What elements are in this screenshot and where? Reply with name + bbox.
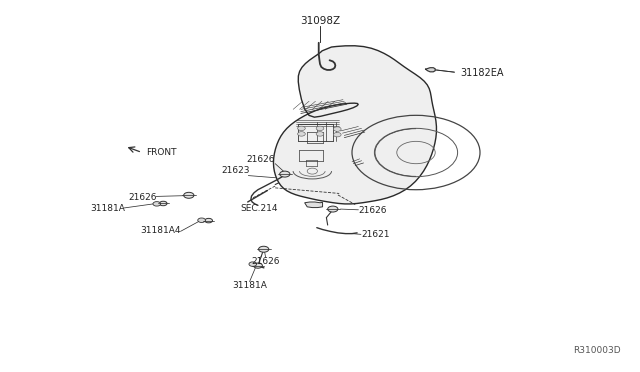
Circle shape bbox=[153, 202, 161, 206]
Text: 21623: 21623 bbox=[221, 166, 250, 175]
Circle shape bbox=[259, 246, 269, 252]
Circle shape bbox=[333, 127, 341, 131]
Polygon shape bbox=[305, 202, 323, 208]
Text: 31181A: 31181A bbox=[90, 204, 125, 213]
Circle shape bbox=[280, 171, 290, 177]
Text: 31181A: 31181A bbox=[232, 281, 267, 290]
Text: SEC.214: SEC.214 bbox=[240, 204, 278, 213]
Text: FRONT: FRONT bbox=[146, 148, 177, 157]
Circle shape bbox=[316, 132, 324, 136]
Circle shape bbox=[249, 262, 257, 266]
Circle shape bbox=[298, 132, 305, 136]
Text: 31182EA: 31182EA bbox=[461, 68, 504, 77]
Circle shape bbox=[159, 201, 167, 206]
Circle shape bbox=[198, 218, 205, 222]
Text: 21626: 21626 bbox=[358, 206, 387, 215]
Text: 21626: 21626 bbox=[246, 155, 275, 164]
Circle shape bbox=[298, 126, 305, 131]
Text: 21626: 21626 bbox=[128, 193, 157, 202]
Circle shape bbox=[205, 218, 212, 223]
Circle shape bbox=[184, 192, 194, 198]
Circle shape bbox=[333, 132, 341, 137]
Text: R310003D: R310003D bbox=[573, 346, 621, 355]
Polygon shape bbox=[273, 46, 436, 204]
Circle shape bbox=[253, 263, 262, 268]
Text: 31181A4: 31181A4 bbox=[140, 226, 180, 235]
Circle shape bbox=[328, 206, 338, 212]
Text: 21621: 21621 bbox=[362, 230, 390, 239]
Polygon shape bbox=[426, 68, 435, 72]
Circle shape bbox=[316, 126, 324, 131]
Text: 31098Z: 31098Z bbox=[300, 16, 340, 26]
Text: 21626: 21626 bbox=[252, 257, 280, 266]
